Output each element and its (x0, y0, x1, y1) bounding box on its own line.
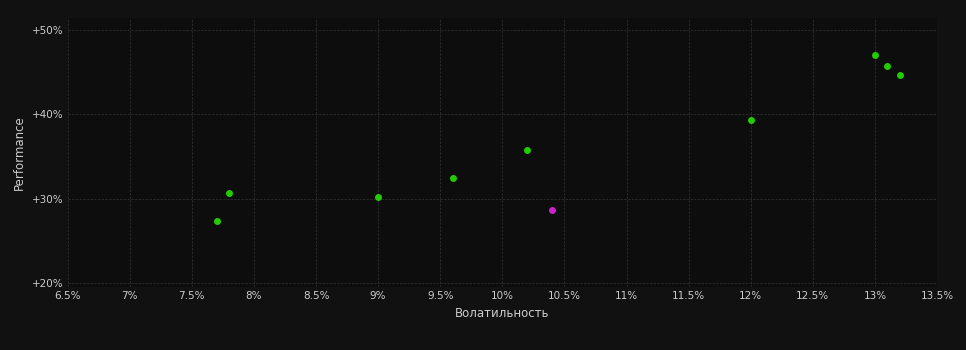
Point (867, 52, 883, 58)
Y-axis label: Performance: Performance (14, 115, 26, 190)
X-axis label: Волатильность: Волатильность (455, 307, 550, 320)
Point (892, 72, 907, 78)
Point (544, 208, 559, 213)
Point (520, 147, 535, 153)
Point (209, 218, 224, 224)
Point (880, 63, 895, 68)
Point (743, 118, 758, 123)
Point (370, 194, 385, 200)
Point (445, 175, 461, 180)
Point (221, 190, 237, 196)
